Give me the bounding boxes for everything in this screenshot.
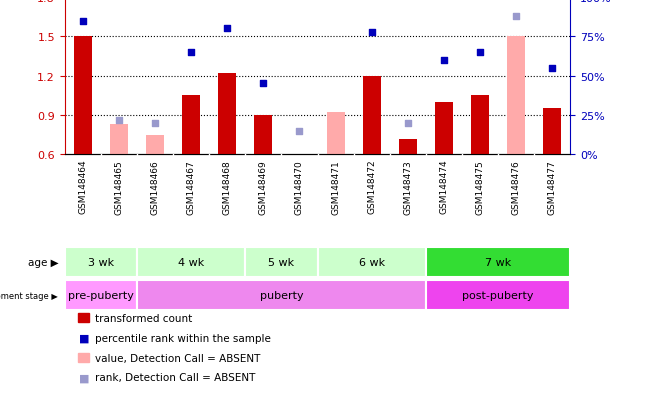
Bar	[110, 125, 128, 155]
Bar	[426, 280, 570, 310]
Text: 5 wk: 5 wk	[268, 257, 294, 267]
Point	[294, 128, 305, 135]
Point	[475, 50, 485, 56]
Bar	[363, 76, 380, 155]
Text: development stage ▶: development stage ▶	[0, 291, 58, 300]
Text: puberty: puberty	[260, 290, 303, 300]
Text: GSM148472: GSM148472	[367, 159, 376, 214]
Point	[258, 81, 268, 88]
Bar	[327, 113, 345, 155]
Text: GSM148471: GSM148471	[331, 159, 340, 214]
Text: percentile rank within the sample: percentile rank within the sample	[95, 333, 271, 343]
Bar	[182, 96, 200, 155]
Text: value, Detection Call = ABSENT: value, Detection Call = ABSENT	[95, 353, 260, 363]
Text: GSM148464: GSM148464	[78, 159, 87, 214]
Bar	[65, 280, 137, 310]
Text: GSM148474: GSM148474	[439, 159, 448, 214]
Text: GSM148465: GSM148465	[115, 159, 124, 214]
Bar	[246, 247, 318, 277]
Bar	[137, 280, 426, 310]
Point	[150, 120, 160, 127]
Text: GSM148470: GSM148470	[295, 159, 304, 214]
Text: 7 wk: 7 wk	[485, 257, 511, 267]
Text: GSM148476: GSM148476	[511, 159, 520, 214]
Point	[186, 50, 196, 56]
Bar	[543, 109, 561, 155]
Point	[547, 65, 557, 72]
Bar	[65, 247, 137, 277]
Point	[78, 18, 88, 25]
Bar	[471, 96, 489, 155]
Text: GSM148475: GSM148475	[476, 159, 485, 214]
Bar	[435, 102, 453, 155]
Text: GSM148469: GSM148469	[259, 159, 268, 214]
Point	[367, 29, 377, 36]
Text: rank, Detection Call = ABSENT: rank, Detection Call = ABSENT	[95, 373, 255, 382]
Text: 3 wk: 3 wk	[88, 257, 114, 267]
Bar	[218, 74, 237, 155]
Text: GSM148473: GSM148473	[403, 159, 412, 214]
Text: age ▶: age ▶	[28, 257, 58, 267]
Text: pre-puberty: pre-puberty	[68, 290, 134, 300]
Text: GSM148468: GSM148468	[223, 159, 232, 214]
Text: ■: ■	[79, 373, 89, 382]
Point	[114, 117, 124, 123]
Bar	[507, 37, 525, 155]
Bar	[426, 247, 570, 277]
Text: GSM148466: GSM148466	[150, 159, 159, 214]
Point	[222, 26, 233, 33]
Bar	[399, 139, 417, 155]
Text: transformed count: transformed count	[95, 313, 192, 323]
Bar	[146, 135, 164, 155]
Bar	[137, 247, 246, 277]
Point	[439, 57, 449, 64]
Point	[402, 120, 413, 127]
Point	[511, 14, 521, 20]
Text: 4 wk: 4 wk	[178, 257, 204, 267]
Bar	[74, 37, 92, 155]
Bar	[254, 116, 272, 155]
Text: ■: ■	[79, 333, 89, 343]
Text: 6 wk: 6 wk	[358, 257, 385, 267]
Text: GSM148477: GSM148477	[548, 159, 557, 214]
Text: post-puberty: post-puberty	[462, 290, 534, 300]
Text: GSM148467: GSM148467	[187, 159, 196, 214]
Bar	[318, 247, 426, 277]
